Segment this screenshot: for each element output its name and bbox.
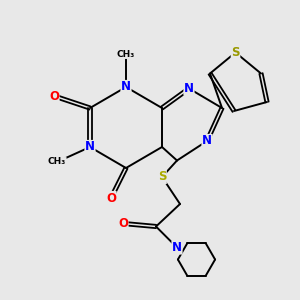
Text: O: O: [118, 217, 128, 230]
Text: N: N: [202, 134, 212, 148]
Text: S: S: [231, 46, 240, 59]
Text: O: O: [106, 191, 116, 205]
Text: N: N: [172, 241, 182, 254]
Text: N: N: [85, 140, 95, 154]
Text: N: N: [121, 80, 131, 94]
Text: CH₃: CH₃: [117, 50, 135, 58]
Text: CH₃: CH₃: [48, 158, 66, 166]
Text: S: S: [158, 170, 166, 184]
Text: O: O: [49, 89, 59, 103]
Text: N: N: [184, 82, 194, 95]
